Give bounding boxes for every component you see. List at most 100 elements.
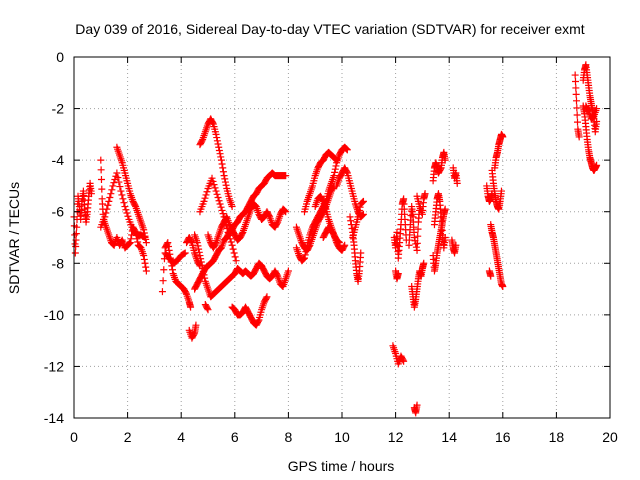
data-point-marker bbox=[118, 191, 126, 199]
x-axis-label: GPS time / hours bbox=[288, 458, 395, 474]
data-point-marker bbox=[71, 249, 79, 257]
data-point-marker bbox=[142, 239, 150, 247]
data-point-marker bbox=[359, 211, 367, 219]
data-point-marker bbox=[265, 212, 273, 220]
data-point-marker bbox=[262, 294, 270, 302]
y-tick-label: -8 bbox=[52, 255, 65, 271]
data-point-marker bbox=[219, 210, 227, 218]
data-point-marker bbox=[282, 172, 290, 180]
data-point-marker bbox=[217, 153, 225, 161]
data-point-marker bbox=[282, 208, 290, 216]
data-point-marker bbox=[227, 238, 235, 246]
data-point-marker bbox=[217, 156, 225, 164]
data-point-marker bbox=[216, 200, 224, 208]
data-point-marker bbox=[103, 205, 111, 213]
data-point-marker bbox=[329, 183, 337, 191]
data-point-marker bbox=[571, 71, 579, 79]
data-point-marker bbox=[141, 259, 149, 267]
data-point-marker bbox=[105, 197, 113, 205]
data-point-marker bbox=[131, 201, 139, 209]
data-point-marker bbox=[230, 249, 238, 257]
data-point-marker bbox=[126, 239, 134, 247]
data-point-marker bbox=[305, 243, 313, 251]
data-point-marker bbox=[193, 239, 201, 247]
data-point-marker bbox=[571, 77, 579, 85]
data-point-marker bbox=[573, 111, 581, 119]
data-point-marker bbox=[107, 190, 115, 198]
data-point-marker bbox=[168, 266, 176, 274]
data-point-marker bbox=[358, 199, 366, 207]
data-point-marker bbox=[356, 203, 364, 211]
data-point-marker bbox=[210, 181, 218, 189]
data-point-marker bbox=[115, 178, 123, 186]
data-point-marker bbox=[217, 203, 225, 211]
data-point-marker bbox=[572, 90, 580, 98]
data-point-marker bbox=[187, 303, 195, 311]
data-point-marker bbox=[332, 162, 340, 170]
data-point-marker bbox=[121, 203, 129, 211]
data-point-marker bbox=[97, 166, 105, 174]
data-point-marker bbox=[180, 250, 188, 258]
data-point-marker bbox=[340, 243, 348, 251]
data-point-marker bbox=[197, 258, 205, 266]
y-tick-label: -10 bbox=[44, 307, 64, 323]
data-point-marker bbox=[412, 243, 420, 251]
data-point-marker bbox=[413, 246, 421, 254]
data-point-marker bbox=[399, 356, 407, 364]
data-point-marker bbox=[158, 288, 166, 296]
data-point-marker bbox=[254, 317, 262, 325]
data-point-marker bbox=[284, 267, 292, 275]
data-point-marker bbox=[300, 255, 308, 263]
data-point-marker bbox=[197, 255, 205, 263]
data-point-marker bbox=[120, 199, 128, 207]
data-point-marker bbox=[214, 194, 222, 202]
data-point-marker bbox=[575, 133, 583, 141]
data-point-marker bbox=[140, 229, 148, 237]
data-point-marker bbox=[335, 239, 343, 247]
data-point-marker bbox=[108, 186, 116, 194]
data-point-marker bbox=[142, 263, 150, 271]
data-point-marker bbox=[331, 165, 339, 173]
data-point-marker bbox=[393, 228, 401, 236]
data-point-marker bbox=[165, 246, 173, 254]
data-point-marker bbox=[497, 187, 505, 195]
data-point-marker bbox=[343, 168, 351, 176]
x-tick-label: 10 bbox=[334, 429, 350, 445]
data-point-marker bbox=[216, 150, 224, 158]
data-point-marker bbox=[142, 235, 150, 243]
y-tick-label: -4 bbox=[52, 152, 65, 168]
axis-ticks bbox=[73, 56, 611, 419]
x-tick-label: 14 bbox=[441, 429, 457, 445]
data-point-marker bbox=[436, 165, 444, 173]
data-point-marker bbox=[301, 251, 309, 259]
data-point-marker bbox=[330, 172, 338, 180]
data-point-marker bbox=[109, 182, 117, 190]
data-point-marker bbox=[572, 84, 580, 92]
x-tick-label: 12 bbox=[388, 429, 404, 445]
data-point-marker bbox=[354, 213, 362, 221]
data-point-marker bbox=[412, 240, 420, 248]
data-point-marker bbox=[127, 235, 135, 243]
data-point-marker bbox=[97, 175, 105, 183]
data-point-marker bbox=[124, 212, 132, 220]
data-point-marker bbox=[211, 184, 219, 192]
data-point-marker bbox=[114, 174, 122, 182]
data-point-marker bbox=[198, 261, 206, 269]
data-point-marker bbox=[221, 175, 229, 183]
data-point-marker bbox=[394, 270, 402, 278]
data-point-marker bbox=[116, 183, 124, 191]
y-tick-label: 0 bbox=[56, 49, 64, 65]
x-tick-label: 16 bbox=[495, 429, 511, 445]
data-point-marker bbox=[199, 268, 207, 276]
y-tick-label: -14 bbox=[44, 410, 64, 426]
data-point-marker bbox=[218, 206, 226, 214]
data-point-marker bbox=[593, 117, 601, 125]
data-point-marker bbox=[199, 264, 207, 272]
data-point-marker bbox=[215, 197, 223, 205]
data-point-marker bbox=[226, 235, 234, 243]
data-point-marker bbox=[359, 210, 367, 218]
data-point-marker bbox=[343, 146, 351, 154]
y-tick-label: -6 bbox=[52, 204, 65, 220]
data-point-marker bbox=[413, 401, 421, 409]
